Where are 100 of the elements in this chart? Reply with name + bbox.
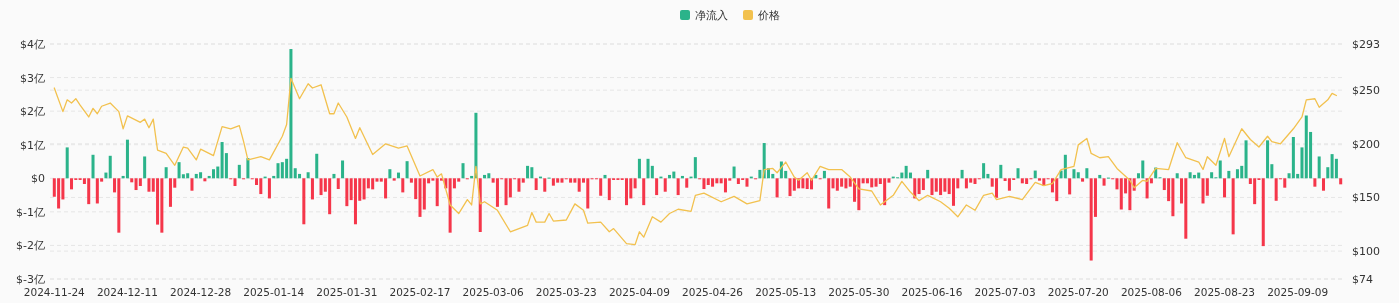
bar bbox=[934, 178, 938, 192]
bar bbox=[160, 178, 164, 233]
bar bbox=[315, 153, 319, 179]
bar bbox=[723, 178, 727, 193]
bar bbox=[448, 178, 452, 233]
bar bbox=[87, 178, 91, 205]
bar bbox=[982, 163, 986, 179]
bar bbox=[676, 178, 680, 196]
bar bbox=[637, 158, 641, 179]
bar bbox=[95, 178, 99, 204]
x-tick-label: 2024-12-11 bbox=[96, 286, 158, 298]
bar bbox=[569, 178, 573, 183]
x-tick-label: 2025-02-17 bbox=[389, 286, 451, 298]
bar bbox=[1244, 140, 1248, 179]
bar bbox=[573, 178, 577, 183]
bar bbox=[431, 178, 435, 181]
bar bbox=[771, 173, 775, 179]
bar bbox=[904, 165, 908, 179]
y-tick-label: $-2亿 bbox=[16, 239, 45, 253]
bar bbox=[405, 161, 409, 179]
bar bbox=[237, 164, 241, 179]
bar bbox=[1240, 165, 1244, 179]
bar bbox=[302, 178, 306, 225]
bar bbox=[1261, 178, 1265, 247]
bar bbox=[1115, 178, 1119, 190]
y2-tick-label: $150 bbox=[1352, 191, 1380, 205]
x-tick-label: 2025-04-09 bbox=[608, 286, 670, 298]
bar bbox=[521, 178, 525, 183]
bar bbox=[526, 165, 530, 179]
bar bbox=[1192, 174, 1196, 179]
bar bbox=[840, 178, 844, 187]
bar bbox=[775, 178, 779, 198]
bar bbox=[1016, 168, 1020, 179]
bar bbox=[1291, 136, 1295, 179]
bar bbox=[495, 178, 499, 207]
bar bbox=[693, 157, 697, 179]
bar bbox=[805, 178, 809, 190]
bar bbox=[1300, 147, 1304, 179]
bar bbox=[999, 164, 1003, 179]
bar bbox=[844, 178, 848, 189]
bar bbox=[995, 178, 999, 198]
bar bbox=[1081, 178, 1085, 182]
bar bbox=[1334, 158, 1338, 179]
bar bbox=[1326, 167, 1330, 179]
bar bbox=[603, 174, 607, 179]
x-tick-label: 2025-03-06 bbox=[462, 286, 524, 298]
bar bbox=[1063, 154, 1067, 179]
bar bbox=[835, 178, 839, 191]
bar bbox=[646, 158, 650, 179]
bar bbox=[504, 178, 508, 206]
bar bbox=[1020, 178, 1024, 184]
bar bbox=[1201, 178, 1205, 204]
bar bbox=[388, 169, 392, 179]
x-tick-label: 2025-04-26 bbox=[682, 286, 744, 298]
bar bbox=[211, 169, 215, 179]
bar bbox=[1304, 115, 1308, 179]
bar bbox=[384, 178, 388, 199]
bar bbox=[117, 178, 121, 233]
bar bbox=[70, 178, 74, 190]
bar bbox=[1025, 178, 1029, 184]
bar bbox=[685, 178, 689, 188]
bar bbox=[130, 178, 134, 183]
x-tick-label: 2025-08-23 bbox=[1194, 286, 1256, 298]
bar bbox=[943, 178, 947, 192]
bar bbox=[711, 178, 715, 187]
bar bbox=[642, 178, 646, 206]
bar bbox=[732, 166, 736, 179]
bar bbox=[801, 178, 805, 189]
bar bbox=[418, 178, 422, 217]
bar bbox=[736, 178, 740, 184]
y-tick-label: $0 bbox=[31, 172, 45, 186]
bar bbox=[392, 178, 396, 181]
x-tick-label: 2025-06-16 bbox=[901, 286, 963, 298]
bar bbox=[289, 49, 293, 179]
bar bbox=[1313, 178, 1317, 187]
bar bbox=[668, 174, 672, 179]
bar bbox=[1033, 170, 1037, 179]
bar bbox=[745, 178, 749, 187]
x-tick-label: 2025-07-03 bbox=[974, 286, 1036, 298]
bar bbox=[1128, 178, 1132, 211]
bar bbox=[599, 178, 603, 196]
bar bbox=[353, 178, 357, 225]
bar bbox=[1098, 174, 1102, 179]
legend-label: 净流入 bbox=[695, 9, 728, 22]
line-series bbox=[53, 77, 1338, 246]
bar bbox=[1007, 178, 1011, 191]
bar bbox=[220, 142, 224, 179]
bar bbox=[930, 178, 934, 196]
bar bbox=[758, 169, 762, 179]
bar bbox=[1339, 178, 1343, 185]
bar bbox=[1317, 156, 1321, 179]
bar bbox=[186, 173, 190, 179]
bar bbox=[190, 178, 194, 191]
bar bbox=[633, 178, 637, 189]
bar bbox=[1330, 154, 1334, 179]
bar bbox=[233, 178, 237, 187]
bar bbox=[1038, 178, 1042, 181]
bar bbox=[328, 178, 332, 215]
bar bbox=[857, 178, 861, 211]
y2-tick-label: $200 bbox=[1352, 137, 1380, 151]
